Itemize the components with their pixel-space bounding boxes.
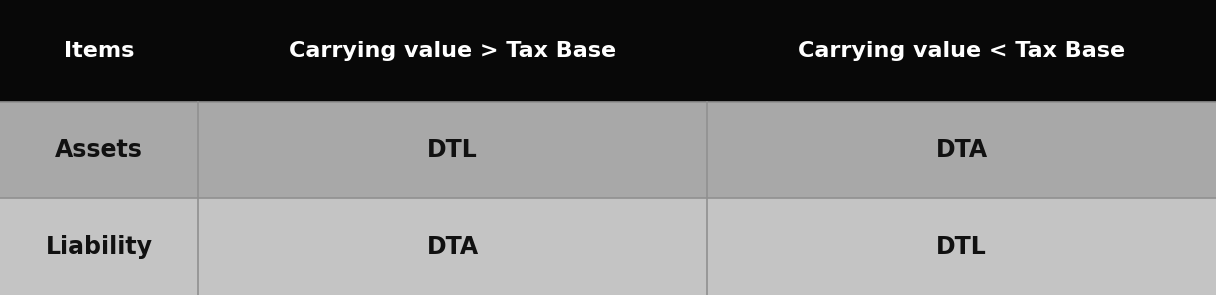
Bar: [708, 0, 1216, 102]
Bar: [0, 199, 198, 295]
Text: Liability: Liability: [46, 235, 152, 259]
Text: DTL: DTL: [936, 235, 987, 259]
Bar: [708, 102, 1216, 199]
Bar: [0, 0, 198, 102]
Bar: [198, 199, 706, 295]
Bar: [0, 102, 198, 199]
Text: DTA: DTA: [427, 235, 479, 259]
Text: DTA: DTA: [935, 138, 987, 162]
Bar: [198, 0, 706, 102]
Text: Carrying value < Tax Base: Carrying value < Tax Base: [798, 41, 1125, 61]
Bar: [198, 102, 706, 199]
Bar: [708, 199, 1216, 295]
Text: DTL: DTL: [427, 138, 478, 162]
Text: Assets: Assets: [55, 138, 143, 162]
Text: Carrying value > Tax Base: Carrying value > Tax Base: [289, 41, 617, 61]
Text: Items: Items: [64, 41, 134, 61]
